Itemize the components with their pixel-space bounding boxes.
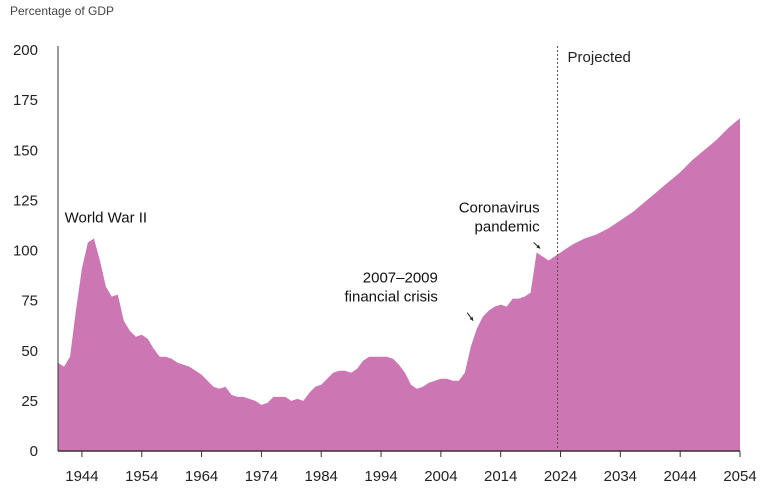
x-tick-label: 1984	[305, 468, 338, 485]
y-tick-label: 75	[21, 293, 38, 310]
x-tick-label: 2044	[663, 468, 696, 485]
annotation-fin: 2007–2009 financial crisis	[345, 270, 438, 306]
y-ticks-group: 0 25 50 75 100 125 150 175 200	[13, 42, 38, 460]
x-tick-label: 1964	[185, 468, 218, 485]
annotation-line: pandemic	[475, 218, 541, 235]
y-tick-label: 125	[13, 192, 38, 209]
annotation-line: Coronavirus	[459, 199, 540, 216]
annotation-line: financial crisis	[345, 289, 438, 306]
y-axis-label: Percentage of GDP	[10, 4, 115, 18]
x-tick-label: 2054	[723, 468, 756, 485]
annotation-covid: Coronavirus pandemic	[459, 199, 540, 235]
x-tick-label: 1994	[364, 468, 397, 485]
y-tick-label: 0	[30, 443, 38, 460]
y-tick-label: 150	[13, 142, 38, 159]
x-tick-label: 2024	[544, 468, 577, 485]
pandemic-arrow-head	[536, 244, 541, 249]
x-tick-label: 1944	[65, 468, 98, 485]
debt-area-series	[58, 118, 740, 451]
y-tick-label: 200	[13, 42, 38, 59]
x-tick-label: 2014	[484, 468, 517, 485]
x-tick-label: 1974	[245, 468, 278, 485]
annotation-ww2: World War II	[65, 209, 148, 226]
x-ticks-group: 1944 1954 1964 1974 1984 1994 2004 2014 2024 2034…	[65, 451, 757, 485]
x-tick-label: 1954	[125, 468, 158, 485]
y-tick-label: 100	[13, 243, 38, 260]
y-tick-label: 50	[21, 343, 38, 360]
annotations-group: World War II 2007–2009 financial crisis Cor…	[65, 199, 541, 321]
projected-label: Projected	[568, 49, 631, 66]
y-tick-label: 175	[13, 92, 38, 109]
x-tick-label: 2004	[424, 468, 457, 485]
y-tick-label: 25	[21, 393, 38, 410]
financial-crisis-arrow-head	[469, 316, 474, 321]
x-tick-label: 2034	[604, 468, 637, 485]
annotation-line: World War II	[65, 209, 148, 226]
annotation-line: 2007–2009	[363, 270, 438, 287]
